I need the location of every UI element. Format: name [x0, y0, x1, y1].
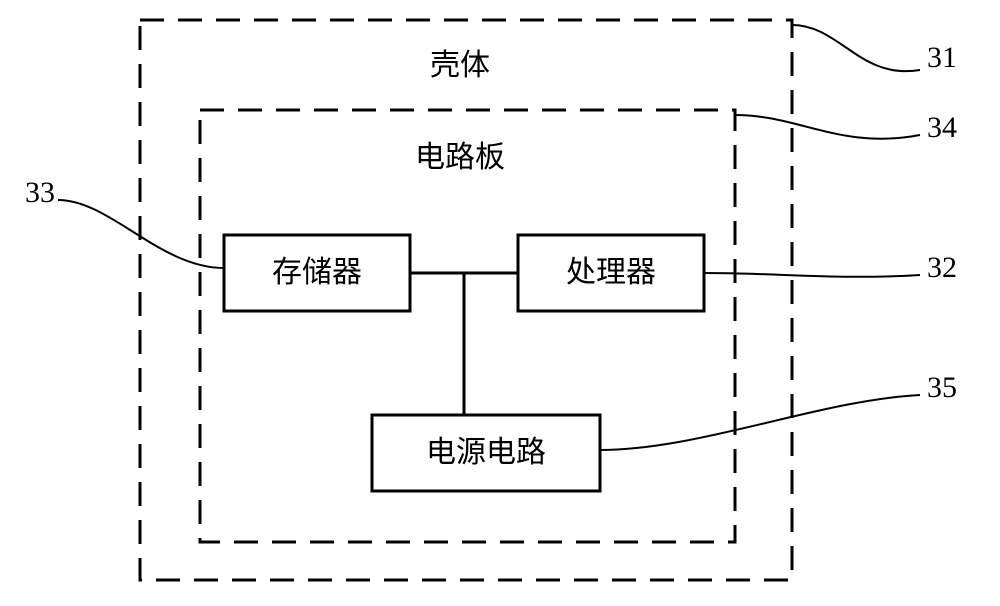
ref-34-leader [735, 115, 920, 139]
ref-31-number: 31 [927, 41, 957, 74]
ref-35-number: 35 [927, 371, 957, 404]
circuit-board-title: 电路板 [415, 141, 505, 174]
processor-label: 处理器 [566, 256, 656, 289]
memory-label: 存储器 [272, 256, 362, 289]
housing-title: 壳体 [430, 49, 490, 82]
power-label: 电源电路 [426, 436, 546, 469]
ref-33-number: 33 [25, 176, 55, 209]
ref-35-leader [600, 395, 920, 450]
ref-34-number: 34 [927, 111, 957, 144]
ref-31-leader [792, 25, 920, 71]
ref-32-number: 32 [927, 251, 957, 284]
